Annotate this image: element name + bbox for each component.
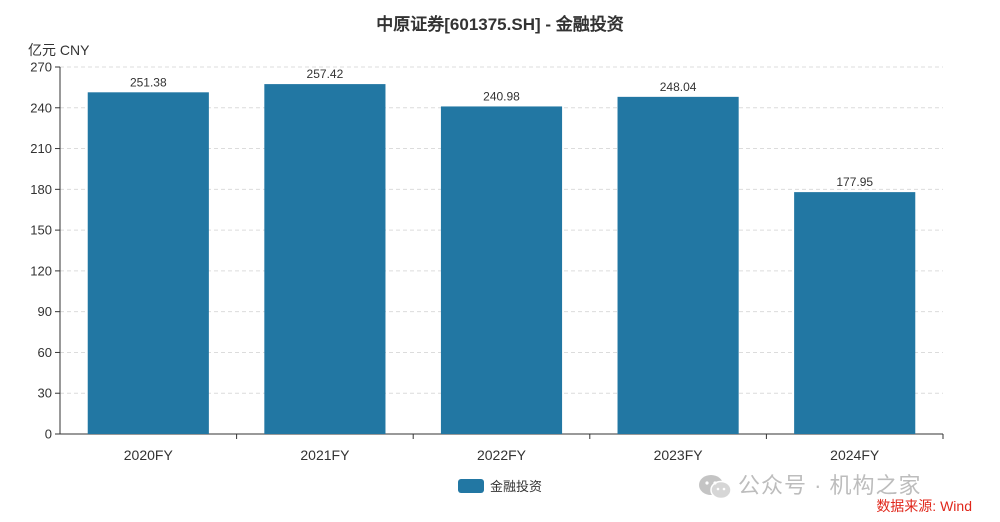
y-tick-label: 0 — [45, 427, 52, 442]
y-tick-label: 120 — [30, 263, 52, 278]
x-tick-label: 2023FY — [654, 447, 704, 463]
bar — [794, 192, 916, 434]
x-tick-label: 2024FY — [830, 447, 880, 463]
y-tick-label: 60 — [38, 345, 52, 360]
y-tick-label: 240 — [30, 100, 52, 115]
x-tick-label: 2021FY — [300, 447, 350, 463]
bar-value-label: 251.38 — [130, 75, 167, 89]
x-tick-label: 2022FY — [477, 447, 527, 463]
bar-value-label: 257.42 — [307, 67, 344, 81]
y-tick-label: 30 — [38, 386, 52, 401]
chart-title: 中原证券[601375.SH] - 金融投资 — [376, 15, 624, 34]
data-source: 数据来源: Wind — [876, 498, 972, 514]
bar-value-label: 177.95 — [836, 175, 873, 189]
y-tick-label: 150 — [30, 223, 52, 238]
bar-value-label: 240.98 — [483, 89, 520, 103]
legend-swatch — [457, 478, 484, 493]
bar — [264, 84, 386, 434]
bar-value-label: 248.04 — [660, 80, 697, 94]
x-tick-label: 2020FY — [124, 447, 174, 463]
y-tick-label: 270 — [30, 60, 52, 75]
y-tick-label: 210 — [30, 141, 52, 156]
y-tick-label: 180 — [30, 182, 52, 197]
wechat-icon — [699, 475, 732, 500]
bars — [87, 84, 916, 434]
watermark: 公众号 · 机构之家 — [698, 468, 922, 501]
y-axis-unit-label: 亿元 CNY — [28, 42, 90, 58]
watermark-text: 公众号 · 机构之家 — [738, 473, 922, 498]
value-labels: 251.38 257.42 240.98 248.04 177.95 — [130, 67, 873, 189]
bar — [440, 106, 563, 434]
legend: 金融投资 — [0, 476, 1000, 495]
y-tick-label: 90 — [38, 304, 52, 319]
bar — [617, 96, 739, 434]
bar — [87, 92, 209, 434]
legend-label: 金融投资 — [489, 479, 542, 494]
